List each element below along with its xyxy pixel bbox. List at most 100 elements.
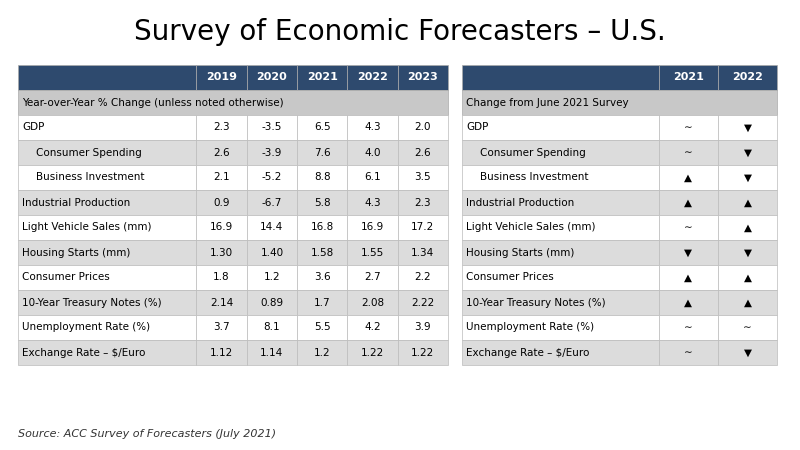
FancyBboxPatch shape [197, 340, 246, 365]
FancyBboxPatch shape [18, 115, 197, 140]
FancyBboxPatch shape [659, 65, 718, 90]
Text: -6.7: -6.7 [262, 198, 282, 207]
Text: 3.7: 3.7 [214, 323, 230, 333]
FancyBboxPatch shape [246, 65, 297, 90]
Text: Consumer Prices: Consumer Prices [22, 273, 110, 283]
Text: 16.9: 16.9 [361, 222, 384, 233]
Text: Business Investment: Business Investment [480, 172, 589, 183]
FancyBboxPatch shape [197, 215, 246, 240]
Text: 14.4: 14.4 [260, 222, 283, 233]
Text: Change from June 2021 Survey: Change from June 2021 Survey [466, 98, 629, 108]
FancyBboxPatch shape [347, 240, 398, 265]
FancyBboxPatch shape [462, 215, 659, 240]
FancyBboxPatch shape [659, 190, 718, 215]
Text: -5.2: -5.2 [262, 172, 282, 183]
Text: 2.14: 2.14 [210, 297, 234, 307]
Text: Exchange Rate – $/Euro: Exchange Rate – $/Euro [22, 347, 146, 357]
Text: Consumer Spending: Consumer Spending [480, 148, 586, 157]
Text: 1.30: 1.30 [210, 248, 233, 257]
Text: 1.12: 1.12 [210, 347, 234, 357]
Text: Light Vehicle Sales (mm): Light Vehicle Sales (mm) [466, 222, 595, 233]
Text: Housing Starts (mm): Housing Starts (mm) [22, 248, 130, 257]
FancyBboxPatch shape [659, 165, 718, 190]
FancyBboxPatch shape [462, 265, 659, 290]
FancyBboxPatch shape [659, 315, 718, 340]
FancyBboxPatch shape [659, 215, 718, 240]
FancyBboxPatch shape [297, 315, 347, 340]
FancyBboxPatch shape [718, 215, 777, 240]
FancyBboxPatch shape [398, 290, 448, 315]
FancyBboxPatch shape [18, 65, 197, 90]
FancyBboxPatch shape [297, 190, 347, 215]
Text: 2.08: 2.08 [361, 297, 384, 307]
Text: 1.40: 1.40 [260, 248, 283, 257]
Text: 8.8: 8.8 [314, 172, 330, 183]
Text: 2.1: 2.1 [214, 172, 230, 183]
FancyBboxPatch shape [297, 115, 347, 140]
Text: 2021: 2021 [306, 72, 338, 82]
FancyBboxPatch shape [246, 215, 297, 240]
Text: Industrial Production: Industrial Production [466, 198, 574, 207]
FancyBboxPatch shape [398, 190, 448, 215]
Text: 2022: 2022 [357, 72, 388, 82]
Text: Light Vehicle Sales (mm): Light Vehicle Sales (mm) [22, 222, 151, 233]
Text: 2.22: 2.22 [411, 297, 434, 307]
FancyBboxPatch shape [297, 290, 347, 315]
Text: ▲: ▲ [685, 273, 693, 283]
FancyBboxPatch shape [197, 265, 246, 290]
FancyBboxPatch shape [197, 65, 246, 90]
Text: 16.8: 16.8 [310, 222, 334, 233]
Text: 10-Year Treasury Notes (%): 10-Year Treasury Notes (%) [22, 297, 162, 307]
Text: 2.2: 2.2 [414, 273, 431, 283]
FancyBboxPatch shape [718, 190, 777, 215]
Text: ∼: ∼ [684, 222, 693, 233]
FancyBboxPatch shape [297, 165, 347, 190]
FancyBboxPatch shape [197, 240, 246, 265]
FancyBboxPatch shape [246, 140, 297, 165]
FancyBboxPatch shape [462, 240, 659, 265]
Text: 2.3: 2.3 [414, 198, 431, 207]
FancyBboxPatch shape [18, 265, 197, 290]
FancyBboxPatch shape [347, 65, 398, 90]
FancyBboxPatch shape [462, 115, 659, 140]
FancyBboxPatch shape [347, 290, 398, 315]
FancyBboxPatch shape [659, 240, 718, 265]
FancyBboxPatch shape [462, 90, 777, 115]
Text: 2.7: 2.7 [364, 273, 381, 283]
FancyBboxPatch shape [347, 340, 398, 365]
Text: Source: ACC Survey of Forecasters (July 2021): Source: ACC Survey of Forecasters (July … [18, 429, 276, 439]
Text: 2.6: 2.6 [414, 148, 431, 157]
FancyBboxPatch shape [246, 265, 297, 290]
FancyBboxPatch shape [18, 190, 197, 215]
Text: 2019: 2019 [206, 72, 237, 82]
FancyBboxPatch shape [659, 265, 718, 290]
FancyBboxPatch shape [297, 265, 347, 290]
Text: ▼: ▼ [743, 148, 751, 157]
Text: GDP: GDP [22, 122, 44, 132]
Text: GDP: GDP [466, 122, 488, 132]
Text: 6.5: 6.5 [314, 122, 330, 132]
Text: 6.1: 6.1 [364, 172, 381, 183]
FancyBboxPatch shape [718, 315, 777, 340]
FancyBboxPatch shape [347, 315, 398, 340]
Text: 4.3: 4.3 [364, 122, 381, 132]
Text: Year-over-Year % Change (unless noted otherwise): Year-over-Year % Change (unless noted ot… [22, 98, 284, 108]
FancyBboxPatch shape [718, 65, 777, 90]
FancyBboxPatch shape [718, 165, 777, 190]
FancyBboxPatch shape [246, 340, 297, 365]
FancyBboxPatch shape [462, 315, 659, 340]
FancyBboxPatch shape [197, 165, 246, 190]
Text: ▲: ▲ [685, 172, 693, 183]
Text: ∼: ∼ [684, 148, 693, 157]
Text: ▲: ▲ [743, 222, 751, 233]
Text: 4.0: 4.0 [364, 148, 381, 157]
FancyBboxPatch shape [18, 165, 197, 190]
FancyBboxPatch shape [462, 140, 659, 165]
FancyBboxPatch shape [659, 290, 718, 315]
FancyBboxPatch shape [18, 340, 197, 365]
FancyBboxPatch shape [462, 65, 659, 90]
Text: ▲: ▲ [685, 198, 693, 207]
Text: 5.5: 5.5 [314, 323, 330, 333]
FancyBboxPatch shape [246, 165, 297, 190]
Text: 1.2: 1.2 [314, 347, 330, 357]
